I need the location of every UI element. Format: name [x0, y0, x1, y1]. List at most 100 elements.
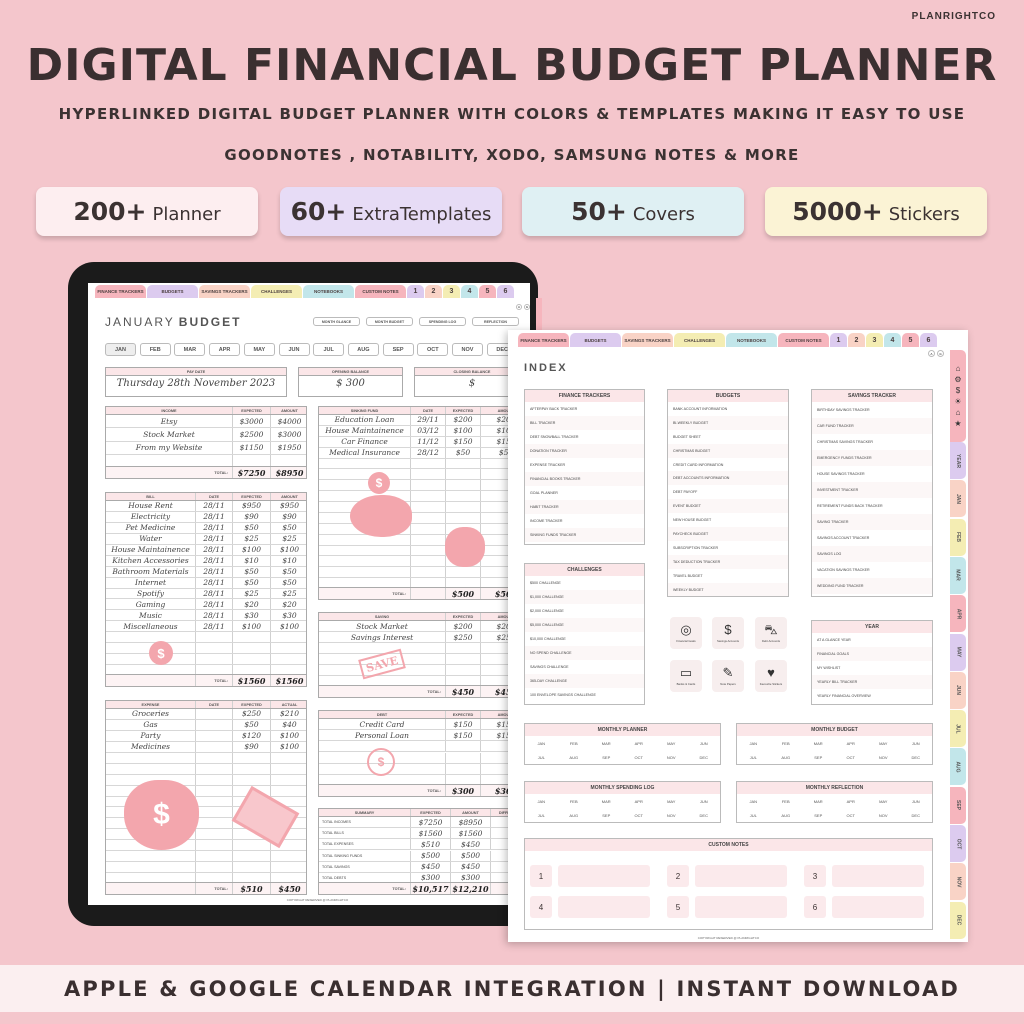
debt-cell[interactable]: $150 — [496, 719, 516, 729]
challenges-link[interactable]: SAVINGS CHALLENGE — [530, 665, 569, 669]
summary-cell[interactable]: $300 — [411, 872, 451, 883]
month-jun[interactable]: JUN — [278, 343, 310, 356]
sinking-cell[interactable]: 28/12 — [411, 447, 446, 458]
tab-4[interactable]: 4 — [884, 333, 901, 347]
sinking-cell[interactable]: $200 — [496, 415, 516, 425]
income-cell[interactable]: $1950 — [277, 443, 302, 453]
bill-cell[interactable]: Bathroom Materials — [106, 566, 196, 577]
month-oct[interactable]: OCT — [417, 343, 449, 356]
savings-link[interactable]: RETIREMENT FUNDS BACK TRACKER — [817, 504, 883, 508]
bill-cell[interactable]: $50 — [233, 522, 271, 533]
income-cell[interactable]: $1150 — [233, 441, 271, 454]
tab-3[interactable]: 3 — [443, 285, 460, 298]
bill-cell[interactable]: Internet — [106, 577, 196, 588]
side-tab-may[interactable]: MAY — [950, 633, 966, 671]
summary-cell[interactable]: $300 — [451, 872, 491, 883]
sinking-cell[interactable]: 29/11 — [411, 415, 446, 425]
bill-cell[interactable]: $30 — [233, 610, 271, 621]
tab-1[interactable]: 1 — [407, 285, 424, 298]
month-link-jan[interactable]: JAN — [749, 740, 758, 746]
summary-cell[interactable]: $510 — [411, 839, 451, 850]
savings-link[interactable]: HOUSE SAVINGS TRACKER — [817, 472, 865, 476]
bill-cell[interactable]: $10 — [233, 555, 271, 566]
tab-6[interactable]: 6 — [920, 333, 937, 347]
summary-cell[interactable]: $450 — [451, 839, 491, 850]
bill-cell[interactable]: $30 — [282, 610, 297, 620]
bill-cell[interactable]: Kitchen Accessories — [106, 555, 196, 566]
expense-cell[interactable]: $120 — [233, 730, 271, 741]
bill-cell[interactable]: $20 — [282, 599, 297, 609]
note-field[interactable] — [558, 896, 650, 918]
month-link-nov[interactable]: NOV — [878, 754, 888, 760]
summary-cell[interactable]: TOTAL BILLS — [319, 828, 411, 839]
expense-cell[interactable] — [196, 719, 233, 730]
bill-cell[interactable]: 28/11 — [196, 544, 233, 555]
note-field[interactable] — [832, 896, 924, 918]
debt-cell[interactable]: $150 — [446, 730, 481, 741]
month-jul[interactable]: JUL — [313, 343, 345, 356]
finance-link[interactable]: FINANCIAL BOOKS TRACKER — [525, 472, 644, 486]
budgets-link[interactable]: BANK ACCOUNT INFORMATION — [673, 406, 728, 411]
month-link-mar[interactable]: MAR — [601, 798, 611, 804]
tab-savings-trackers[interactable]: SAVINGS TRACKERS — [199, 285, 250, 298]
challenges-link[interactable]: $2,000 CHALLENGE — [530, 609, 564, 613]
side-tab-mar[interactable]: MAR — [950, 556, 966, 594]
bill-cell[interactable]: $50 — [233, 577, 271, 588]
year-link[interactable]: MY WISHLIST — [817, 666, 841, 670]
month-link-jan[interactable]: JAN — [537, 740, 546, 746]
sinking-cell[interactable]: 11/12 — [411, 436, 446, 447]
savings-link[interactable]: CAR FUND TRACKER — [812, 418, 932, 434]
bill-cell[interactable]: Pet Medicine — [106, 522, 196, 533]
nav-month-budget[interactable]: MONTH BUDGET — [366, 317, 413, 326]
summary-cell[interactable]: $8950 — [451, 817, 491, 828]
expense-cell[interactable]: $100 — [279, 731, 300, 741]
finance-link[interactable]: BILL TRACKER — [525, 416, 644, 430]
month-link-may[interactable]: MAY — [667, 740, 676, 746]
month-link-apr[interactable]: APR — [846, 798, 855, 804]
month-link-jul[interactable]: JUL — [749, 812, 757, 818]
note-number[interactable]: 1 — [530, 865, 552, 887]
summary-cell[interactable]: $500 — [451, 850, 491, 861]
challenges-link[interactable]: $5,000 CHALLENGE — [525, 618, 644, 632]
income-cell[interactable]: Etsy — [106, 415, 233, 428]
tab-notebooks[interactable]: NOTEBOOKS — [303, 285, 354, 298]
note-field[interactable] — [832, 865, 924, 887]
tile-debt-accounts[interactable]: ⛍ Debt Accounts — [755, 617, 787, 649]
month-feb[interactable]: FEB — [139, 343, 171, 356]
tab-challenges[interactable]: CHALLENGES — [674, 333, 725, 347]
bill-cell[interactable]: $25 — [233, 533, 271, 544]
closing-value[interactable]: $ — [468, 378, 476, 389]
ag-button[interactable]: A — [516, 304, 522, 310]
nav-reflection[interactable]: REFLECTION — [472, 317, 519, 326]
sun-icon[interactable]: ☀ — [954, 396, 962, 406]
month-may[interactable]: MAY — [243, 343, 275, 356]
finance-link[interactable]: DONATION TRACKER — [525, 444, 644, 458]
month-link-feb[interactable]: FEB — [781, 740, 790, 746]
year-link[interactable]: AT A GLANCE YEAR — [817, 638, 851, 642]
month-link-sep[interactable]: SEP — [602, 812, 611, 818]
bill-cell[interactable]: 28/11 — [196, 533, 233, 544]
bill-cell[interactable]: $100 — [279, 545, 300, 555]
finance-link[interactable]: INCOME TRACKER — [530, 519, 563, 523]
expense-cell[interactable] — [196, 741, 233, 752]
dollar-icon[interactable]: $ — [955, 385, 961, 395]
tab-5[interactable]: 5 — [479, 285, 496, 298]
bill-cell[interactable]: 28/11 — [196, 501, 233, 511]
bill-cell[interactable]: $25 — [233, 588, 271, 599]
month-link-dec[interactable]: DEC — [911, 754, 920, 760]
month-link-sep[interactable]: SEP — [602, 754, 611, 760]
tile-favourite-stickers[interactable]: ♥ Favourite Stickers — [755, 660, 787, 692]
savings-link[interactable]: BIRTHDAY SAVINGS TRACKER — [817, 408, 870, 412]
opening-value[interactable]: $ 300 — [336, 378, 365, 389]
bill-cell[interactable]: 28/11 — [196, 522, 233, 533]
expense-cell[interactable]: $250 — [233, 709, 271, 719]
bill-cell[interactable]: 28/11 — [196, 621, 233, 632]
note-number[interactable]: 6 — [804, 896, 826, 918]
tab-2[interactable]: 2 — [425, 285, 442, 298]
tab-finance-trackers[interactable]: FINANCE TRACKERS — [95, 285, 146, 298]
finance-link[interactable]: EXPENSE TRACKER — [530, 463, 566, 467]
sinking-cell[interactable]: Medical Insurance — [319, 447, 411, 458]
note-number[interactable]: 3 — [804, 865, 826, 887]
month-link-oct[interactable]: OCT — [634, 812, 643, 818]
summary-cell[interactable]: $1560 — [411, 828, 451, 839]
